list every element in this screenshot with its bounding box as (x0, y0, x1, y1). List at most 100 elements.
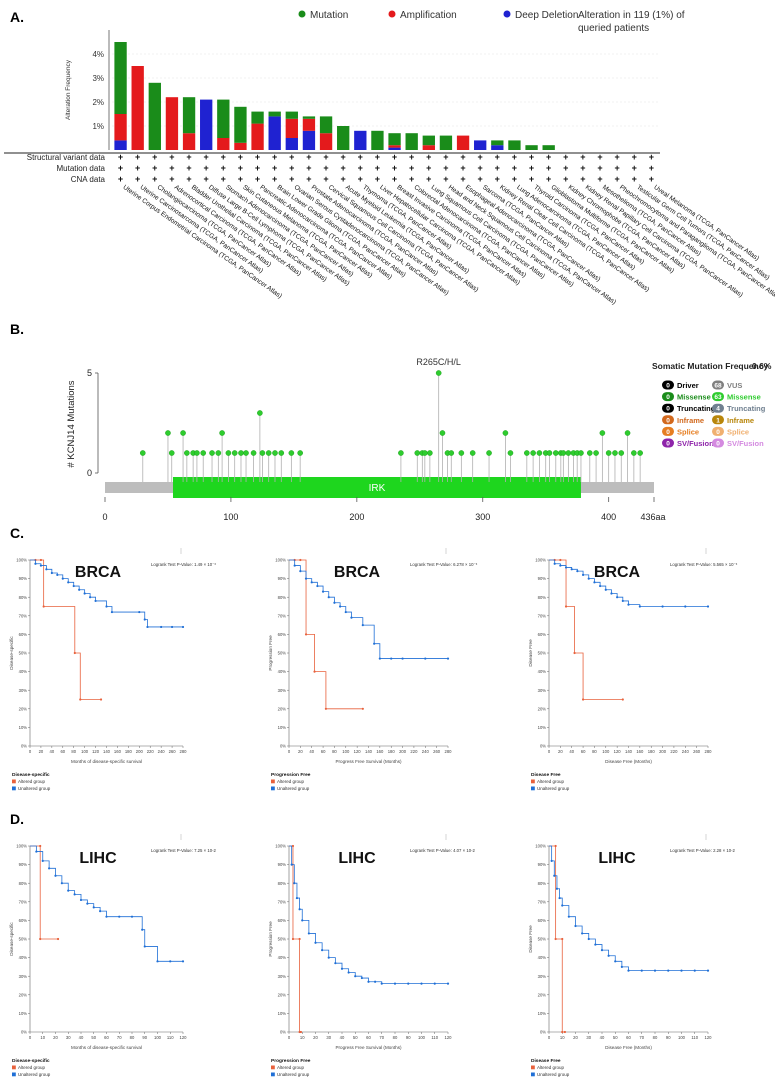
data-row-marker: + (615, 152, 620, 162)
km-x-tick-label: 30 (326, 1035, 331, 1040)
km-y-tick-label: 90% (538, 576, 547, 581)
km-censor-mark (67, 889, 70, 892)
km-y-tick-label: 10% (538, 1011, 547, 1016)
lollipop-head (552, 450, 559, 456)
km-censor-mark (374, 980, 377, 983)
km-censor-mark (553, 874, 556, 877)
km-censor-mark (559, 558, 562, 562)
km-x-tick-label: 60 (104, 1035, 109, 1040)
data-row-marker: + (529, 174, 534, 184)
lollipop-head (536, 450, 543, 456)
km-x-tick-label: 10 (40, 1035, 45, 1040)
km-y-tick-label: 100% (535, 558, 546, 563)
km-censor-mark (653, 969, 657, 972)
km-x-tick-label: 280 (180, 749, 188, 754)
km-censor-mark (327, 596, 330, 599)
km-y-tick-label: 70% (19, 899, 28, 904)
lollipop-head (565, 450, 572, 456)
km-censor-mark (587, 937, 590, 941)
lollipop-head (184, 450, 190, 456)
km-x-tick-label: 240 (422, 749, 430, 754)
km-censor-mark (73, 893, 76, 896)
km-survival-curve (30, 559, 102, 700)
alteration-frequency-chart: Mutation Amplification Deep Deletion Altera… (4, 10, 775, 306)
km-legend-label: Altered group (537, 779, 565, 784)
data-row-marker: + (152, 152, 157, 162)
km-censor-mark (614, 960, 617, 963)
data-row-marker: + (255, 152, 260, 162)
km-x-tick-label: 80 (592, 749, 597, 754)
km-legend-label: Unaltered group (537, 1072, 570, 1077)
km-censor-mark (573, 651, 576, 655)
km-y-tick-label: 40% (278, 669, 287, 674)
km-censor-mark (73, 651, 76, 655)
km-x-tick-label: 20 (313, 1035, 318, 1040)
km-censor-mark (78, 588, 81, 591)
data-row-marker: + (118, 163, 123, 173)
bar-segment (354, 130, 367, 150)
km-y-tick-label: 60% (278, 632, 287, 637)
data-row-marker: + (615, 163, 620, 173)
summary-title: Somatic Mutation Frequency (652, 361, 768, 371)
legend-count: 0 (666, 429, 670, 436)
bar-segment (422, 145, 435, 150)
km-x-tick-label: 70 (117, 1035, 122, 1040)
data-row-marker: + (323, 152, 328, 162)
km-censor-mark (301, 919, 304, 922)
km-y-tick-label: 50% (278, 937, 287, 942)
bar-segment (388, 145, 401, 148)
legend-marker (503, 10, 511, 18)
data-row-marker: + (546, 174, 551, 184)
data-row-marker: + (478, 163, 483, 173)
legend-badge (712, 438, 724, 448)
y-tick-label: 0 (87, 468, 92, 478)
data-row-marker: + (272, 174, 277, 184)
data-row-marker: + (289, 174, 294, 184)
km-x-tick-label: 60 (321, 749, 326, 754)
data-row-marker: + (632, 163, 637, 173)
y-tick-label: 3% (92, 74, 104, 83)
km-x-tick-label: 140 (625, 749, 633, 754)
km-censor-mark (574, 924, 577, 928)
data-row-marker: + (375, 174, 380, 184)
km-censor-mark (105, 915, 108, 918)
legend-label: Missense (677, 393, 711, 402)
km-y-tick-label: 20% (19, 706, 28, 711)
km-censor-mark (290, 863, 293, 866)
km-x-tick-label: 40 (600, 1035, 605, 1040)
bar-segment (217, 138, 230, 150)
km-x-tick-label: 90 (666, 1035, 671, 1040)
km-censor-mark (307, 932, 310, 935)
km-censor-mark (640, 969, 643, 972)
bar-segment (474, 140, 487, 150)
lollipop-head (250, 450, 257, 456)
km-censor-mark (143, 945, 146, 948)
data-row-marker: + (186, 152, 191, 162)
bar-segment (182, 133, 196, 150)
km-x-tick-label: 100 (418, 1035, 426, 1040)
data-row-marker: + (341, 163, 346, 173)
lollipop-head (631, 450, 637, 456)
km-legend-swatch (271, 1065, 275, 1070)
km-y-tick-label: 60% (278, 918, 287, 923)
panel-label-a: A. (10, 9, 24, 25)
km-y-tick-label: 30% (278, 974, 287, 979)
km-x-tick-label: 280 (705, 749, 713, 754)
data-row-marker: + (649, 174, 654, 184)
data-row-marker: + (392, 174, 397, 184)
km-y-tick-label: 100% (275, 558, 286, 563)
km-x-tick-label: 50 (91, 1035, 96, 1040)
km-censor-mark (667, 969, 670, 972)
bar-segment (114, 42, 127, 114)
y-tick-label: 1% (92, 122, 104, 131)
km-censor-mark (390, 657, 393, 660)
km-censor-mark (86, 902, 89, 905)
km-censor-mark (314, 941, 317, 944)
legend-badge (662, 392, 674, 402)
km-censor-mark (293, 882, 296, 885)
km-censor-mark (446, 982, 450, 985)
legend-label: Splice (677, 427, 699, 436)
data-row-marker: + (512, 163, 517, 173)
km-censor-mark (56, 937, 60, 941)
